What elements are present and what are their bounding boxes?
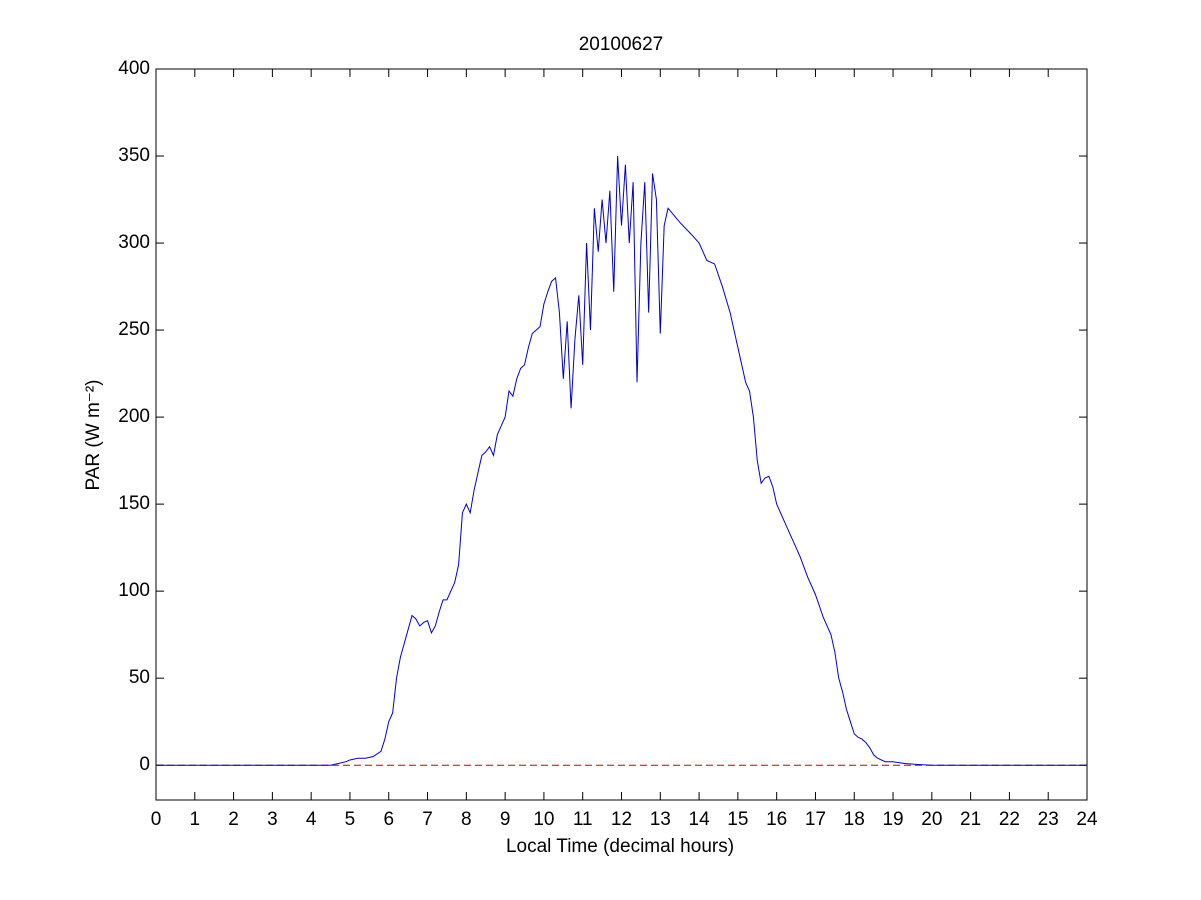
y-tick-label: 250 xyxy=(118,319,150,340)
x-tick-label: 16 xyxy=(766,809,787,830)
y-tick-label: 400 xyxy=(118,58,150,79)
x-tick-label: 19 xyxy=(882,809,903,830)
x-tick-label: 0 xyxy=(151,809,162,830)
x-tick-label: 2 xyxy=(228,809,239,830)
x-tick-label: 3 xyxy=(267,809,278,830)
x-tick-label: 7 xyxy=(422,809,433,830)
x-tick-label: 13 xyxy=(650,809,671,830)
data-line xyxy=(156,155,1087,766)
x-tick-label: 5 xyxy=(345,809,356,830)
x-tick-label: 10 xyxy=(533,809,554,830)
x-tick-label: 9 xyxy=(500,809,511,830)
y-tick-label: 350 xyxy=(118,145,150,166)
y-tick-label: 150 xyxy=(118,493,150,514)
x-tick-label: 23 xyxy=(1038,809,1059,830)
x-tick-label: 21 xyxy=(960,809,981,830)
x-tick-label: 20 xyxy=(921,809,942,830)
y-tick-label: 50 xyxy=(129,667,150,688)
x-tick-label: 11 xyxy=(573,809,593,830)
x-tick-label: 24 xyxy=(1076,809,1098,830)
x-tick-label: 14 xyxy=(689,809,711,830)
chart-title: 20100627 xyxy=(579,34,664,55)
x-tick-label: 18 xyxy=(844,809,865,830)
y-tick-label: 100 xyxy=(118,580,150,601)
x-tick-label: 17 xyxy=(805,809,826,830)
y-tick-label: 200 xyxy=(118,406,150,427)
x-tick-label: 6 xyxy=(383,809,394,830)
y-tick-label: 300 xyxy=(118,232,150,253)
x-tick-label: 22 xyxy=(999,809,1020,830)
x-tick-label: 1 xyxy=(190,809,201,830)
y-axis-label: PAR (W m⁻²) xyxy=(83,380,104,491)
x-tick-label: 8 xyxy=(461,809,472,830)
x-axis-label: Local Time (decimal hours) xyxy=(506,836,734,857)
x-tick-label: 12 xyxy=(611,809,632,830)
y-tick-label: 0 xyxy=(139,754,150,775)
x-tick-label: 15 xyxy=(727,809,748,830)
x-tick-label: 4 xyxy=(306,809,317,830)
